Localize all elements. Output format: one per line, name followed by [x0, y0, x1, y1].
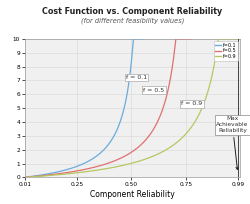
Text: f = 0.5: f = 0.5: [143, 88, 165, 93]
Text: Max
Achievable
Reliability: Max Achievable Reliability: [216, 116, 248, 170]
Text: Cost Function vs. Component Reliability: Cost Function vs. Component Reliability: [42, 7, 223, 16]
Text: (for different feasibility values): (for different feasibility values): [81, 17, 184, 24]
X-axis label: Component Reliability: Component Reliability: [90, 190, 175, 199]
Text: f = 0.1: f = 0.1: [126, 75, 147, 80]
Legend: f=0.1, f=0.5, f=0.9: f=0.1, f=0.5, f=0.9: [214, 41, 238, 61]
Text: f = 0.9: f = 0.9: [181, 101, 203, 106]
